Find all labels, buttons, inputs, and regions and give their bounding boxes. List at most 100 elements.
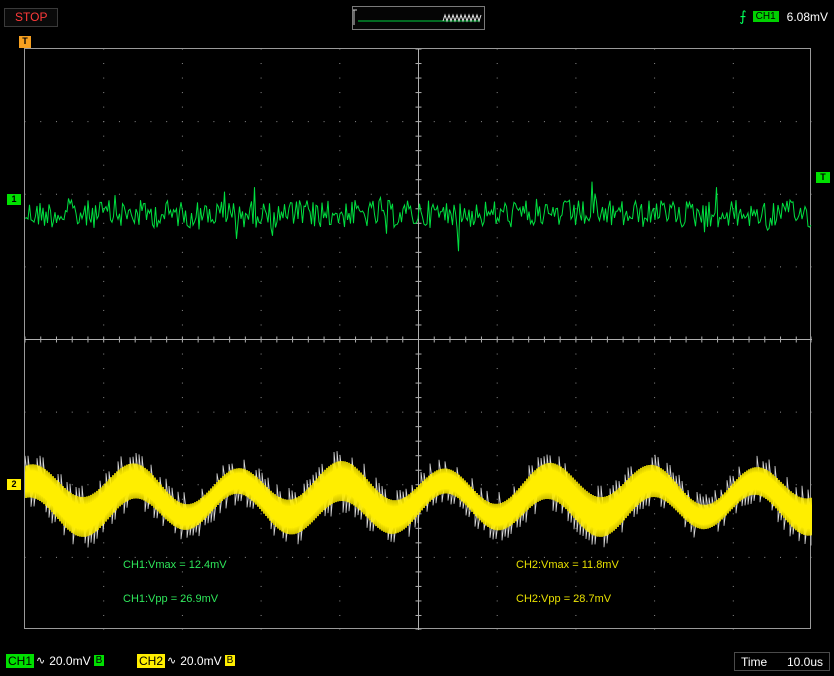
grid-dot	[339, 92, 341, 94]
grid-dot	[575, 266, 577, 268]
grid-dot	[260, 135, 262, 137]
grid-dot	[260, 556, 262, 558]
grid-dot	[339, 397, 341, 399]
ch1-bandwidth-limit-icon: B	[93, 655, 105, 666]
grid-dot	[386, 193, 388, 195]
trigger-info[interactable]: ⨍ CH1 6.08mV	[739, 8, 828, 25]
grid-dot	[260, 527, 262, 529]
timebase-readout[interactable]: Time 10.0us	[734, 652, 830, 671]
grid-dot	[496, 77, 498, 79]
grid-dot	[622, 121, 624, 123]
grid-dot	[496, 600, 498, 602]
grid-dot	[181, 368, 183, 370]
grid-dot	[654, 92, 656, 94]
ch1-scale-chip[interactable]: CH1 ∿ 20.0mV B	[6, 653, 105, 668]
grid-dot	[103, 295, 105, 297]
grid-dot	[118, 556, 120, 558]
grid-dot	[355, 193, 357, 195]
grid-dot	[575, 208, 577, 210]
grid-dot	[717, 411, 719, 413]
grid-dot	[213, 193, 215, 195]
grid-dot	[496, 251, 498, 253]
grid-dot	[575, 455, 577, 457]
grid-dot	[25, 556, 26, 558]
trigger-level-marker[interactable]: T	[816, 172, 830, 183]
grid-dot	[496, 484, 498, 486]
grid-dot	[449, 121, 451, 123]
grid-dot	[339, 164, 341, 166]
grid-dot	[496, 324, 498, 326]
grid-dot	[732, 106, 734, 108]
run-stop-button[interactable]: STOP	[4, 8, 59, 27]
grid-dot	[795, 266, 797, 268]
grid-dot	[606, 484, 608, 486]
grid-dot	[339, 513, 341, 515]
waveform-overview[interactable]	[352, 6, 485, 30]
scope-display[interactable]: CH1:Vmax = 12.4mV CH1:Vpp = 26.9mV CH2:V…	[0, 34, 834, 646]
grid-dot	[339, 309, 341, 311]
grid-dot	[229, 266, 231, 268]
grid-dot	[575, 63, 577, 65]
grid-dot	[591, 411, 593, 413]
grid-dot	[575, 237, 577, 239]
grid-dot	[654, 106, 656, 108]
grid-dot	[181, 455, 183, 457]
grid-dot	[433, 266, 435, 268]
grid-dot	[181, 77, 183, 79]
grid-dot	[591, 121, 593, 123]
grid-dot	[449, 193, 451, 195]
grid-dot	[339, 208, 341, 210]
grid-dot	[496, 150, 498, 152]
ch1-offset-marker[interactable]: 1	[7, 194, 21, 205]
grid-dot	[543, 193, 545, 195]
grid-dot	[339, 295, 341, 297]
grid-dot	[181, 324, 183, 326]
grid-dot	[575, 121, 577, 123]
grid-dot	[528, 266, 530, 268]
grid-dot	[654, 542, 656, 544]
grid-dot	[575, 469, 577, 471]
grid-dot	[213, 484, 215, 486]
grid-dot	[496, 556, 498, 558]
grid-dot	[811, 556, 812, 558]
grid-dot	[260, 382, 262, 384]
grid-dot	[764, 193, 766, 195]
grid-dot	[260, 295, 262, 297]
grid-dot	[213, 556, 215, 558]
grid-dot	[260, 469, 262, 471]
grid-dot	[402, 411, 404, 413]
grid-dot	[213, 266, 215, 268]
grid-dot	[260, 513, 262, 515]
grid-dot	[103, 237, 105, 239]
grid-dot	[496, 237, 498, 239]
grid-dot	[260, 92, 262, 94]
grid-dot	[181, 295, 183, 297]
grid-dot	[181, 629, 183, 630]
grid-dot	[433, 411, 435, 413]
grid-dot	[260, 629, 262, 630]
grid-dot	[575, 324, 577, 326]
ch1-label: CH1	[6, 653, 35, 668]
trigger-position-marker[interactable]: T	[19, 36, 31, 48]
grid-dot	[732, 49, 734, 50]
grid-dot	[25, 193, 26, 195]
grid-dot	[166, 266, 168, 268]
grid-dot	[103, 77, 105, 79]
grid-dot	[654, 164, 656, 166]
grid-dot	[575, 77, 577, 79]
ch2-scale-chip[interactable]: CH2 ∿ 20.0mV B	[137, 653, 236, 668]
grid-dot	[433, 193, 435, 195]
grid-dot	[181, 469, 183, 471]
grid-dot	[260, 368, 262, 370]
grid-dot	[276, 556, 278, 558]
grid-dot	[575, 397, 577, 399]
ch2-offset-marker[interactable]: 2	[7, 479, 21, 490]
grid-dot	[339, 193, 341, 195]
grid-dot	[402, 193, 404, 195]
trigger-level: 6.08mV	[786, 9, 828, 24]
grid-dot	[166, 121, 168, 123]
grid-dot	[654, 629, 656, 630]
grid-dot	[339, 49, 341, 50]
ch2-vmax-readout: CH2:Vmax = 11.8mV	[516, 559, 619, 571]
grid-dot	[260, 411, 262, 413]
